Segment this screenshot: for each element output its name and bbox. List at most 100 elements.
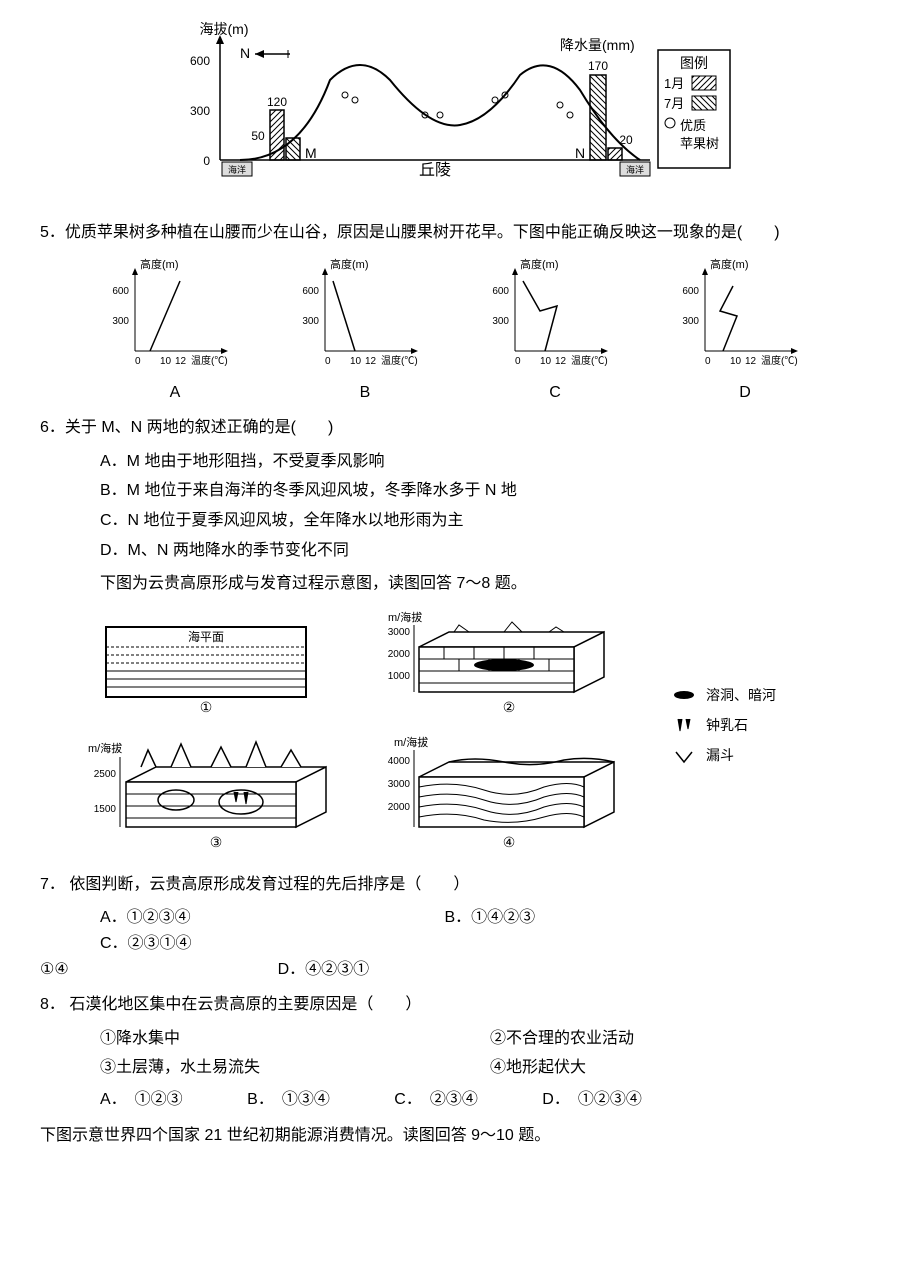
q7-opt-c: C．②③①④: [100, 931, 192, 957]
question-6: 6．关于 M、N 两地的叙述正确的是( ) A．M 地由于地形阻挡，不受夏季风影…: [40, 415, 880, 597]
q8-opt-a: A． ①②③: [100, 1087, 183, 1113]
q6-opt-c: C．N 地位于夏季风迎风坡，全年降水以地形雨为主: [100, 508, 880, 534]
svg-text:3000: 3000: [388, 779, 411, 790]
svg-text:高度(m): 高度(m): [330, 257, 369, 271]
point-n: N: [575, 145, 585, 161]
q7-continuation: ①④ D．④②③①: [40, 957, 880, 983]
ocean-left: 海洋: [228, 164, 246, 175]
svg-text:300: 300: [682, 316, 699, 327]
q8-sub1: ①降水集中: [100, 1026, 490, 1052]
svg-text:高度(m): 高度(m): [710, 257, 749, 271]
svg-text:温度(℃): 温度(℃): [191, 354, 228, 367]
q5-number: 5．: [40, 224, 65, 241]
panel-2: m/海拔 3000 2000 1000 ②: [368, 607, 641, 717]
y-tick-600: 600: [190, 54, 210, 68]
svg-text:1000: 1000: [388, 671, 411, 682]
question-8: 8． 石漠化地区集中在云贵高原的主要原因是（ ） ①降水集中 ②不合理的农业活动…: [40, 992, 880, 1112]
q8-sub-options: ①降水集中 ②不合理的农业活动 ③土层薄，水土易流失 ④地形起伏大: [100, 1026, 880, 1081]
chart-a-label: A: [95, 380, 255, 406]
m-val-120: 120: [267, 95, 287, 109]
svg-text:10: 10: [160, 356, 172, 367]
q6-opt-b: B．M 地位于来自海洋的冬季风迎风坡，冬季降水多于 N 地: [100, 478, 880, 504]
q8-body: 石漠化地区集中在云贵高原的主要原因是（ ）: [65, 996, 421, 1013]
legend-stalactite: 钟乳石: [670, 714, 776, 736]
q5-body: 优质苹果树多种植在山腰而少在山谷，原因是山腰果树开花早。下图中能正确反映这一现象…: [65, 224, 780, 241]
svg-text:温度(℃): 温度(℃): [381, 354, 418, 367]
legend-tree-1: 优质: [680, 118, 706, 133]
legend-jul: 7月: [664, 96, 684, 111]
n-val-170: 170: [588, 59, 608, 73]
q6-number: 6．: [40, 419, 65, 436]
panel-3: m/海拔 2500 1500 ③: [80, 732, 353, 852]
q8-opt-b: B． ①③④: [247, 1087, 330, 1113]
chart-d-label: D: [665, 380, 825, 406]
q8-opt-d: D． ①②③④: [542, 1087, 642, 1113]
q8-opt-c: C． ②③④: [394, 1087, 478, 1113]
n-val-20: 20: [619, 133, 633, 147]
point-m: M: [305, 145, 317, 161]
svg-text:600: 600: [682, 286, 699, 297]
q8-sub3: ③土层薄，水土易流失: [100, 1055, 490, 1081]
legend-tree-2: 苹果树: [680, 136, 719, 151]
y-axis-label: 海拔(m): [200, 21, 249, 37]
svg-text:3000: 3000: [388, 627, 411, 638]
svg-text:2500: 2500: [94, 769, 117, 780]
cross-section-figure: 海拔(m) 600 300 0 N 海洋 海洋 丘陵 120 50 M: [40, 20, 880, 200]
svg-text:600: 600: [492, 286, 509, 297]
svg-text:600: 600: [302, 286, 319, 297]
hills-label: 丘陵: [419, 161, 451, 179]
svg-text:0: 0: [705, 356, 711, 367]
svg-text:0: 0: [325, 356, 331, 367]
svg-text:2000: 2000: [388, 649, 411, 660]
svg-text:温度(℃): 温度(℃): [571, 354, 608, 367]
legend-river: 溶洞、暗河: [670, 684, 776, 706]
q7-opt-c-cont: ①④: [40, 961, 69, 978]
q7-body: 依图判断，云贵高原形成发育过程的先后排序是（ ）: [65, 876, 469, 893]
svg-text:m/海拔: m/海拔: [388, 610, 422, 624]
svg-text:10: 10: [540, 356, 552, 367]
question-7: 7． 依图判断，云贵高原形成发育过程的先后排序是（ ） A．①②③④ B．①④②…: [40, 872, 880, 982]
q6-options: A．M 地由于地形阻挡，不受夏季风影响 B．M 地位于来自海洋的冬季风迎风坡，冬…: [100, 449, 880, 563]
diagram-legend: 溶洞、暗河 钟乳石 漏斗: [670, 684, 776, 775]
chart-d: 高度(m) 600 300 0 10 12 温度(℃) D: [665, 256, 825, 406]
legend-funnel: 漏斗: [670, 744, 776, 766]
svg-text:m/海拔: m/海拔: [88, 741, 122, 755]
question-5: 5．优质苹果树多种植在山腰而少在山谷，原因是山腰果树开花早。下图中能正确反映这一…: [40, 220, 880, 405]
ocean-right: 海洋: [626, 164, 644, 175]
svg-text:12: 12: [365, 356, 377, 367]
svg-text:高度(m): 高度(m): [520, 257, 559, 271]
q8-number: 8．: [40, 996, 65, 1013]
q8-sub2: ②不合理的农业活动: [490, 1026, 880, 1052]
q7-options: A．①②③④ B．①④②③ C．②③①④: [100, 905, 880, 956]
sea-level-label: 海平面: [188, 629, 224, 644]
chart-c-label: C: [475, 380, 635, 406]
q5-text: 5．优质苹果树多种植在山腰而少在山谷，原因是山腰果树开花早。下图中能正确反映这一…: [40, 220, 880, 246]
svg-text:m/海拔: m/海拔: [394, 735, 428, 749]
q6-opt-d: D．M、N 两地降水的季节变化不同: [100, 538, 880, 564]
y-tick-300: 300: [190, 104, 210, 118]
legend-jan: 1月: [664, 76, 684, 91]
svg-text:0: 0: [515, 356, 521, 367]
footer-instruction: 下图示意世界四个国家 21 世纪初期能源消费情况。读图回答 9～10 题。: [40, 1123, 880, 1149]
chart-a: 高度(m) 600 300 0 10 12 温度(℃) A: [95, 256, 255, 406]
svg-text:10: 10: [350, 356, 362, 367]
q7-opt-d: D．④②③①: [278, 961, 370, 978]
y-tick-0: 0: [203, 154, 210, 168]
legend-title: 图例: [680, 55, 708, 71]
panel4-label: ④: [502, 834, 515, 850]
panel-4: m/海拔 4000 3000 2000 ④: [368, 732, 641, 852]
q8-options: A． ①②③ B． ①③④ C． ②③④ D． ①②③④: [100, 1087, 880, 1113]
svg-text:2000: 2000: [388, 802, 411, 813]
chart-b: 高度(m) 600 300 0 10 12 温度(℃) B: [285, 256, 445, 406]
plateau-diagrams: 海平面 ① m/海拔 3000 2000 1000: [80, 607, 880, 852]
svg-text:10: 10: [730, 356, 742, 367]
panel1-label: ①: [200, 699, 213, 715]
q7-opt-b: B．①④②③: [444, 905, 724, 931]
q5-charts: 高度(m) 600 300 0 10 12 温度(℃) A 高度(m): [80, 256, 840, 406]
q6-instruction: 下图为云贵高原形成与发育过程示意图，读图回答 7～8 题。: [100, 571, 880, 597]
m-val-50: 50: [251, 129, 265, 143]
svg-text:300: 300: [112, 316, 129, 327]
svg-text:300: 300: [492, 316, 509, 327]
ca-ylabel: 高度(m): [140, 257, 179, 271]
panel3-label: ③: [210, 834, 223, 850]
